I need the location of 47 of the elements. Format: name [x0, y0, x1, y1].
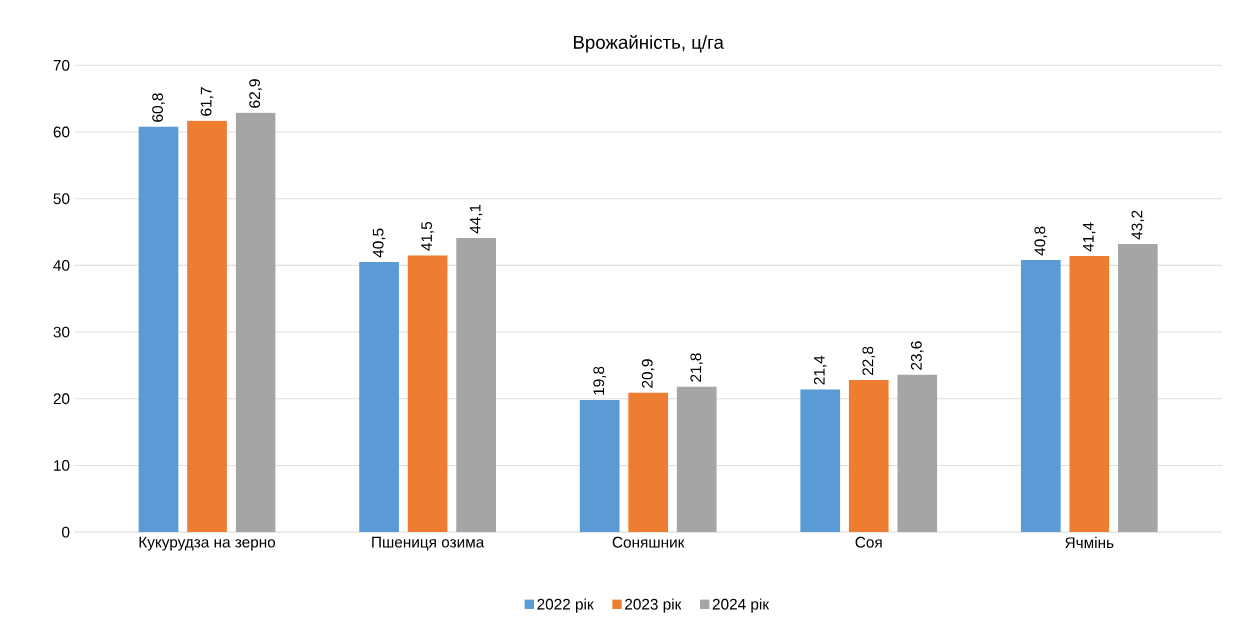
data-label: 41,4 — [1083, 222, 1096, 252]
y-tick-label: 30 — [53, 326, 70, 338]
legend-label: 2022 рік — [537, 598, 594, 613]
data-label: 44,1 — [469, 204, 483, 234]
chart-title: Врожайність, ц/га — [573, 34, 724, 53]
bar — [897, 374, 938, 532]
bar — [187, 120, 227, 532]
y-tick-label: 60 — [53, 126, 70, 138]
x-tick-label: Соняшник — [612, 536, 685, 548]
bar — [359, 261, 399, 532]
y-tick-label: 10 — [54, 459, 70, 471]
data-label: 22,8 — [862, 346, 876, 375]
bar — [579, 399, 620, 532]
bar — [848, 379, 889, 532]
data-label: 43,2 — [1131, 210, 1145, 240]
bar — [676, 386, 717, 532]
x-tick-label: Кукурудза на зерно — [139, 536, 276, 551]
x-tick-label: Пшениця озима — [372, 536, 485, 551]
bar — [1020, 259, 1061, 532]
y-tick-label: 50 — [53, 193, 70, 204]
x-tick-label: Ячмінь — [1065, 536, 1114, 548]
bar — [1117, 243, 1158, 532]
data-label: 62,9 — [249, 79, 262, 108]
bar — [1069, 255, 1110, 532]
data-label: 41,5 — [421, 221, 434, 251]
data-label: 21,8 — [690, 353, 704, 382]
data-label: 21,4 — [813, 355, 827, 385]
y-tick-label: 0 — [62, 526, 70, 538]
bar — [138, 126, 179, 532]
y-tick-label: 70 — [53, 59, 70, 71]
x-tick-label: Соя — [855, 536, 882, 548]
data-label: 60,8 — [152, 93, 165, 122]
y-tick-label: 20 — [53, 393, 70, 404]
data-label: 23,6 — [910, 341, 924, 370]
bar — [628, 392, 669, 532]
bar — [800, 389, 841, 532]
data-label: 20,9 — [641, 359, 655, 388]
data-label: 40,8 — [1034, 226, 1048, 256]
y-tick-label: 40 — [53, 259, 70, 271]
data-label: 19,8 — [593, 366, 606, 395]
data-label: 61,7 — [200, 87, 214, 116]
bar — [407, 255, 448, 532]
data-label: 40,5 — [372, 228, 386, 258]
legend-label: 2023 рік — [625, 598, 682, 613]
legend-label: 2024 рік — [712, 598, 770, 613]
bar — [456, 237, 496, 532]
bar — [235, 112, 276, 532]
